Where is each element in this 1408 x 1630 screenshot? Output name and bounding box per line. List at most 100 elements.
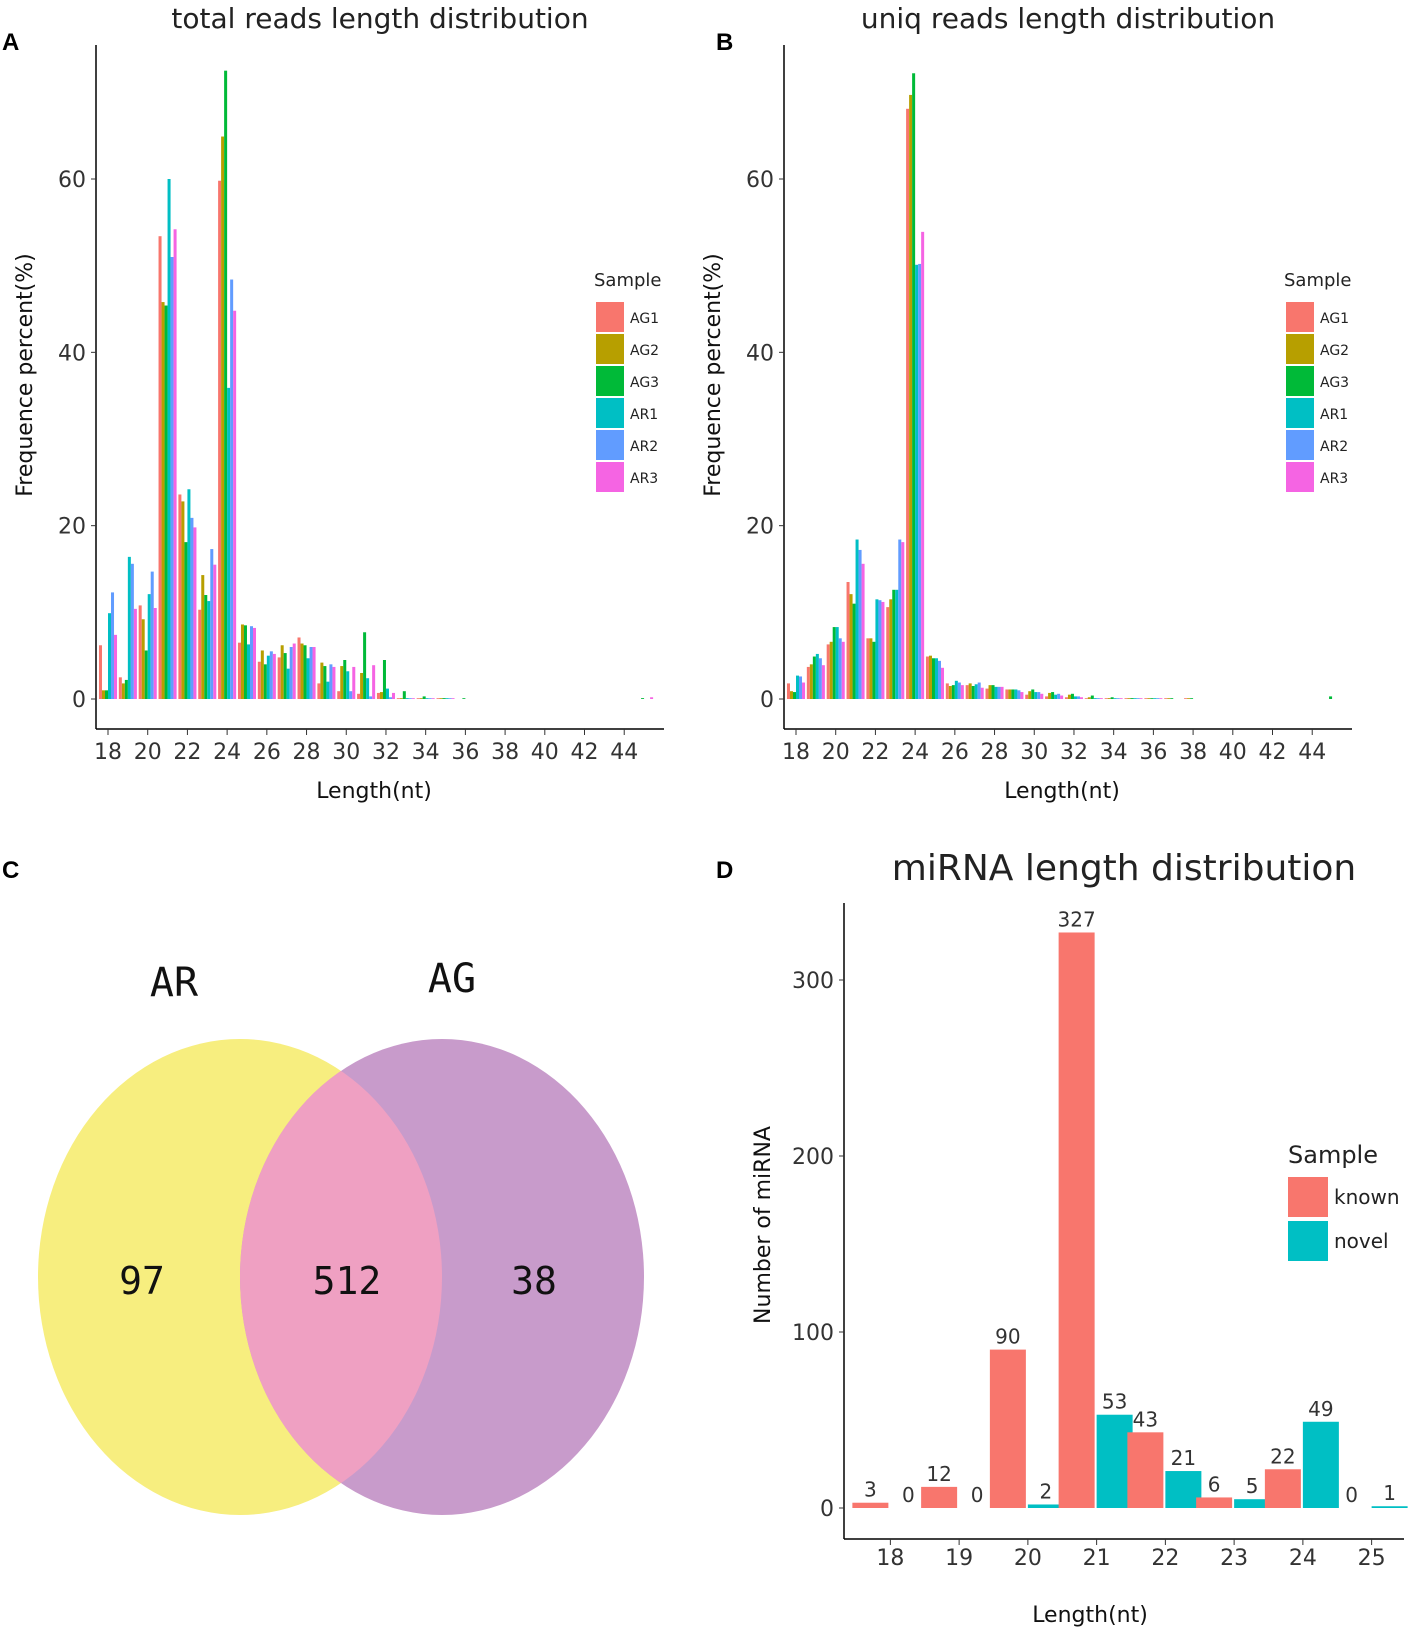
bar-novel-22 [1165,1471,1202,1508]
legend-label-ar2: AR2 [1320,439,1348,455]
bar-ar1-27 [974,684,978,699]
bar-known-20 [989,1349,1026,1508]
x-axis-label: Length(nt) [1032,1603,1148,1628]
bar-ag2-32 [379,692,383,699]
bar-ag2-18 [101,690,105,699]
bar-ag2-31 [1048,692,1052,699]
legend: Sample known novel [1288,1141,1400,1261]
x-tick-label: 20 [1014,1546,1042,1571]
legend-label-ag1: AG1 [1320,311,1349,327]
bar-value-label-novel-20: 2 [1040,1479,1053,1503]
bar-ag1-25 [925,656,929,699]
bar-ag2-27 [280,645,284,699]
bar-ag2-30 [1028,691,1032,699]
bar-ag3-36 [462,698,466,699]
bar-ar2-18 [111,592,115,699]
x-tick-label: 18 [782,740,810,765]
legend-swatch-novel [1288,1221,1328,1261]
y-tick-label: 0 [72,688,86,713]
bar-ar2-29 [1017,690,1021,699]
bar-ar1-35 [445,698,449,699]
y-axis-label: Number of miRNA [751,1126,776,1324]
bar-ar1-21 [855,539,859,699]
bar-ag1-25 [237,642,241,699]
bar-ag3-27 [971,686,975,699]
legend-label-novel: novel [1334,1229,1389,1253]
chart-title: uniq reads length distribution [861,2,1275,35]
bar-ar3-25 [253,627,257,699]
bar-ag2-28 [988,685,992,699]
bar-ag3-31 [1051,692,1055,699]
bar-ag2-36 [1147,698,1151,699]
bar-ag3-26 [263,664,267,699]
bar-ag3-23 [892,589,896,699]
panel-letter-a: A [2,29,19,56]
bar-value-label-novel-24: 49 [1308,1397,1333,1421]
bar-ar1-25 [934,658,938,699]
x-tick-label: 36 [1139,740,1167,765]
legend-title: Sample [594,270,662,291]
bar-ar1-23 [895,589,899,699]
x-tick-label: 24 [1289,1546,1317,1571]
bar-ag3-35 [1130,698,1134,699]
bar-ag2-29 [1008,689,1012,699]
bar-novel-24 [1302,1421,1339,1508]
panel-letter-d: D [716,857,733,884]
bar-ag1-30 [337,691,341,699]
bar-ag3-30 [343,660,347,699]
bar-ag2-19 [121,683,125,699]
bar-ar2-23 [898,539,902,699]
y-tick-label: 200 [792,1145,834,1170]
legend-swatch-ag2 [596,334,624,364]
bar-ar2-33 [408,698,412,699]
x-tick-label: 24 [901,740,929,765]
x-tick-label: 34 [1100,740,1128,765]
bar-ar2-31 [1057,693,1061,699]
bar-known-21 [1058,932,1095,1508]
bar-ar2-19 [818,658,822,699]
bar-value-label-known-22: 43 [1133,1407,1158,1431]
bar-ag2-27 [968,683,972,699]
x-tick-label: 18 [876,1546,904,1571]
y-tick-label: 40 [746,341,774,366]
bar-ag1-31 [1045,696,1049,699]
legend-label-ar1: AR1 [1320,407,1348,423]
bar-ar1-26 [954,680,958,699]
bar-ag1-21 [158,236,162,699]
bar-ag1-30 [1025,694,1029,699]
bar-ar1-31 [366,678,370,699]
bar-ar1-35 [1133,698,1137,699]
x-tick-label: 30 [1020,740,1048,765]
bar-ag2-34 [1107,698,1111,699]
y-tick-label: 300 [792,969,834,994]
bar-ag1-23 [886,607,890,699]
bar-ar1-19 [815,653,819,699]
bar-value-label-novel-21: 53 [1102,1390,1127,1414]
bar-ar1-23 [207,601,211,699]
bar-ar3-35 [451,698,455,699]
bar-known-23 [1196,1497,1233,1508]
bar-ar1-24 [227,387,231,699]
bar-ag2-20 [141,619,145,699]
bar-ag1-26 [945,683,949,699]
bar-ar1-29 [326,681,330,699]
bar-ar1-30 [346,671,350,699]
bar-ar1-33 [405,698,409,699]
bar-ag1-31 [357,693,361,699]
bar-value-label-known-21: 327 [1058,907,1096,931]
bar-ag2-22 [181,501,185,699]
bar-ar2-20 [838,638,842,699]
bar-ar2-35 [1136,698,1140,699]
bar-value-label-known-18: 3 [864,1478,877,1502]
x-tick-label: 28 [981,740,1009,765]
bar-ar3-33 [1099,698,1103,699]
bar-ar2-32 [1076,696,1080,699]
bar-ag3-30 [1031,689,1035,699]
bar-novel-25 [1371,1506,1408,1508]
x-tick-label: 36 [451,740,479,765]
bar-ar2-25 [937,660,941,699]
bar-ar3-19 [821,665,825,699]
bar-ar3-21 [173,229,177,699]
bar-ag3-20 [144,650,148,699]
